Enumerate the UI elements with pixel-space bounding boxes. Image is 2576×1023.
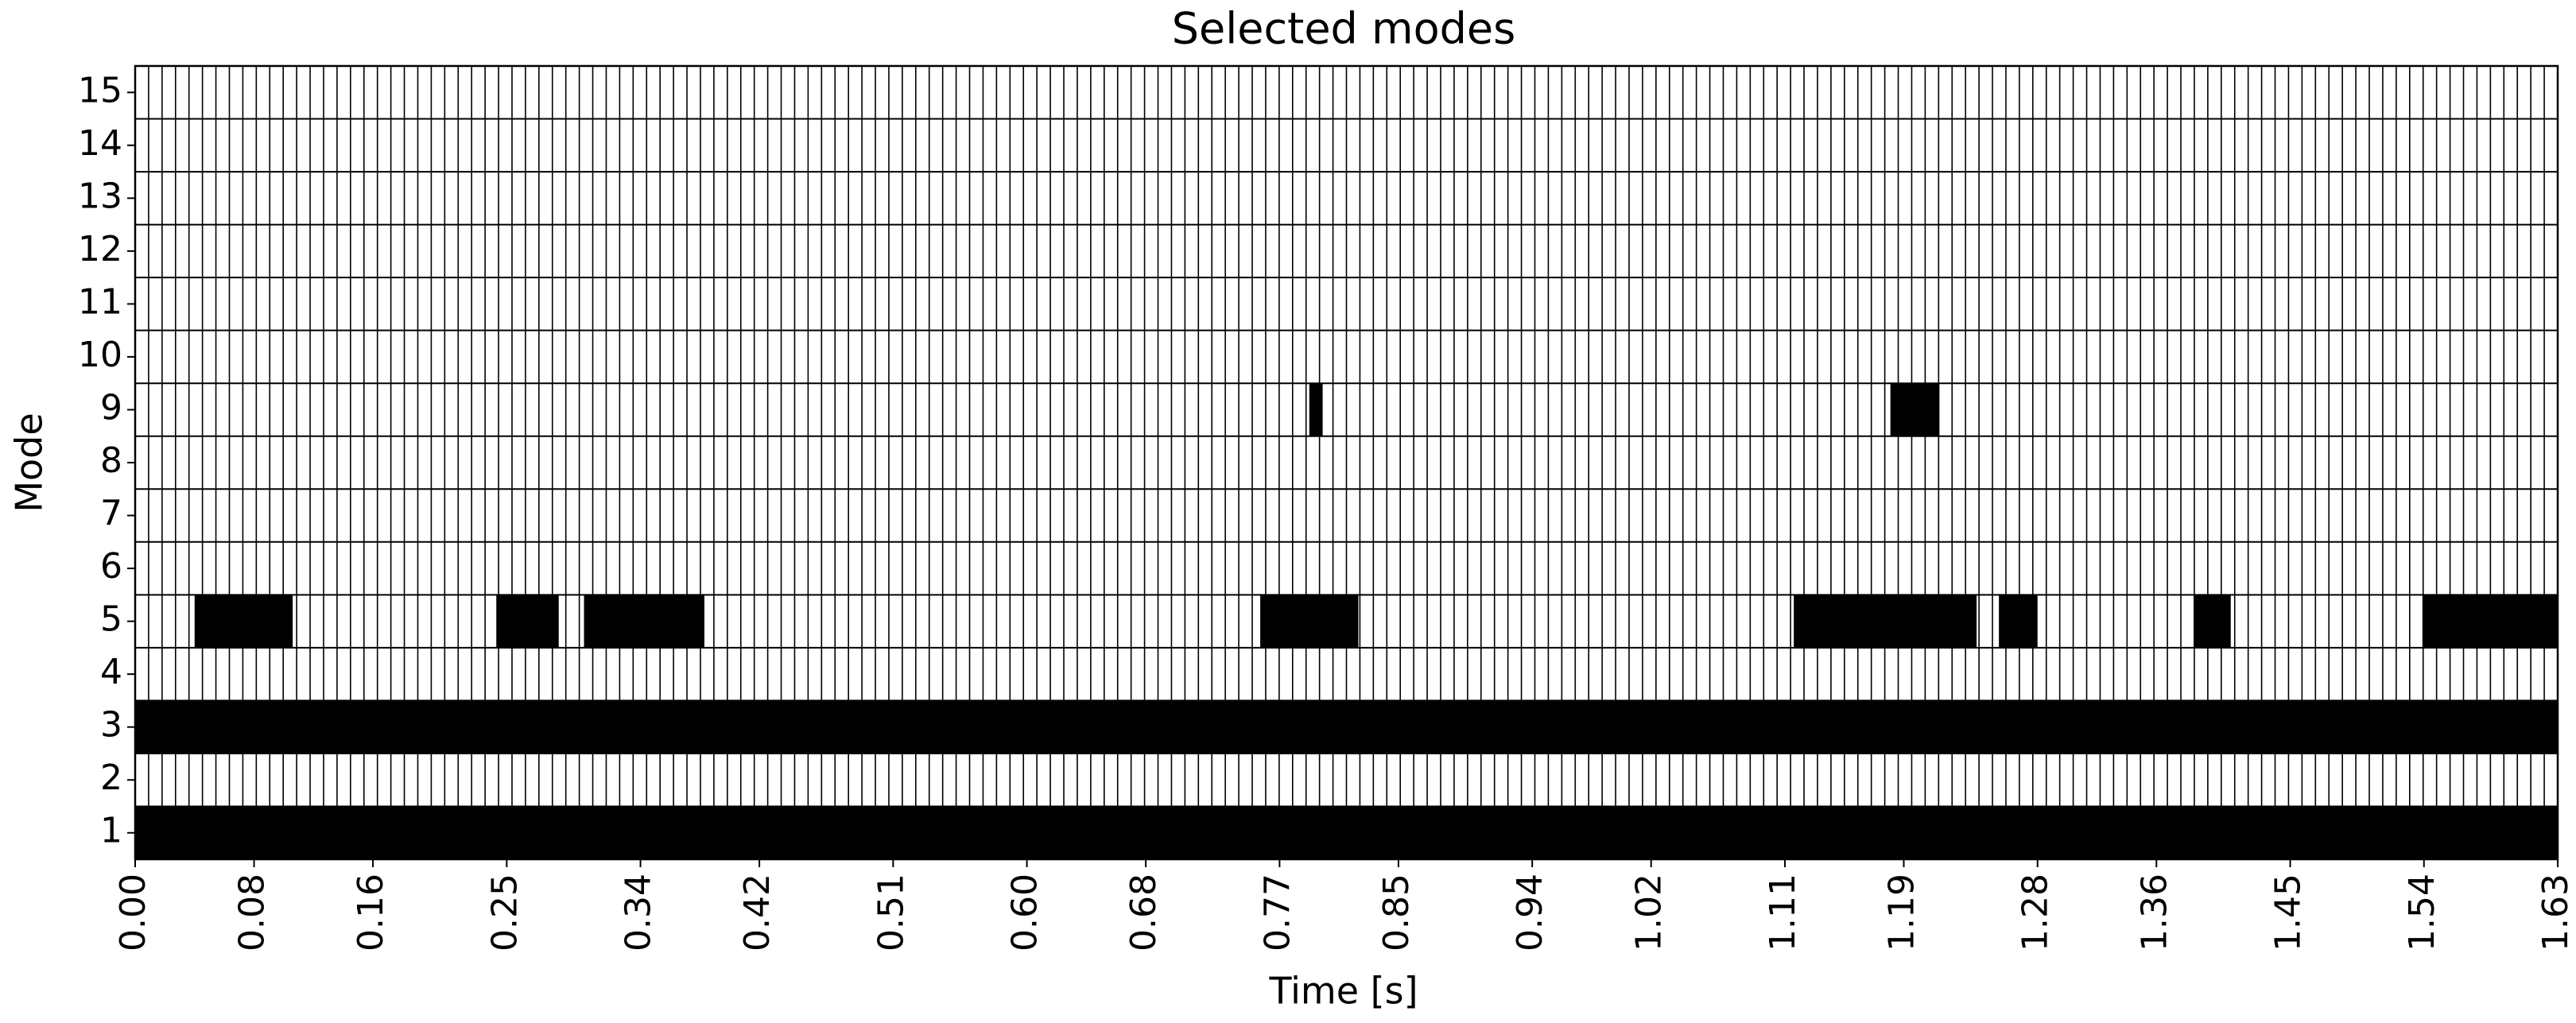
y-tick-label: 5: [100, 599, 122, 640]
active-segment: [1309, 383, 1323, 436]
active-segment: [2194, 595, 2231, 648]
x-tick-label: 1.19: [1881, 874, 1922, 951]
x-tick-label: 0.00: [113, 874, 153, 951]
active-segment: [584, 595, 704, 648]
y-tick-label: 7: [100, 494, 122, 534]
y-tick-label: 11: [78, 281, 122, 322]
x-axis-label: Time [s]: [1268, 970, 1418, 1013]
y-tick-label: 1: [100, 811, 122, 851]
active-segment: [1260, 595, 1359, 648]
active-segment: [135, 806, 2558, 859]
y-tick-label: 6: [100, 546, 122, 587]
active-segment: [1890, 383, 1940, 436]
x-tick-label: 0.25: [484, 874, 525, 951]
x-tick-label: 0.51: [871, 874, 911, 951]
x-tick-label: 1.36: [2134, 874, 2174, 951]
x-tick-label: 1.54: [2402, 874, 2442, 951]
plot-frame: [134, 64, 2559, 861]
x-tick-label: 0.85: [1376, 874, 1417, 951]
y-tick-label: 12: [78, 229, 122, 269]
active-segment: [2422, 595, 2558, 648]
x-tick-label: 1.45: [2268, 874, 2309, 951]
y-axis-label: Mode: [8, 413, 51, 512]
y-tick-label: 10: [78, 335, 122, 375]
x-tick-label: 0.42: [737, 874, 778, 951]
active-segment: [135, 700, 2558, 754]
y-tick-label: 14: [78, 123, 122, 164]
x-tick-label: 0.60: [1005, 874, 1046, 951]
x-tick-label: 1.28: [2015, 874, 2056, 951]
x-tick-label: 0.16: [351, 874, 391, 951]
x-tick-label: 1.11: [1763, 874, 1803, 951]
y-tick-label: 13: [78, 176, 122, 216]
active-segment: [194, 595, 293, 648]
x-tick-label: 0.94: [1510, 874, 1550, 951]
y-tick-label: 8: [100, 440, 122, 481]
y-tick-label: 9: [100, 387, 122, 428]
y-tick-label: 3: [100, 705, 122, 746]
x-tick-label: 0.34: [619, 874, 659, 951]
x-tick-label: 1.63: [2535, 874, 2576, 951]
chart-title: Selected modes: [1172, 4, 1516, 54]
x-tick-label: 1.02: [1629, 874, 1670, 951]
y-tick-label: 4: [100, 652, 122, 692]
active-segment: [1794, 595, 1977, 648]
active-segment: [1999, 595, 2038, 648]
active-segment: [496, 595, 559, 648]
y-tick-label: 2: [100, 758, 122, 798]
y-tick-label: 15: [78, 70, 122, 110]
x-tick-label: 0.08: [232, 874, 273, 951]
x-tick-label: 0.68: [1123, 874, 1164, 951]
x-tick-label: 0.77: [1257, 874, 1298, 951]
